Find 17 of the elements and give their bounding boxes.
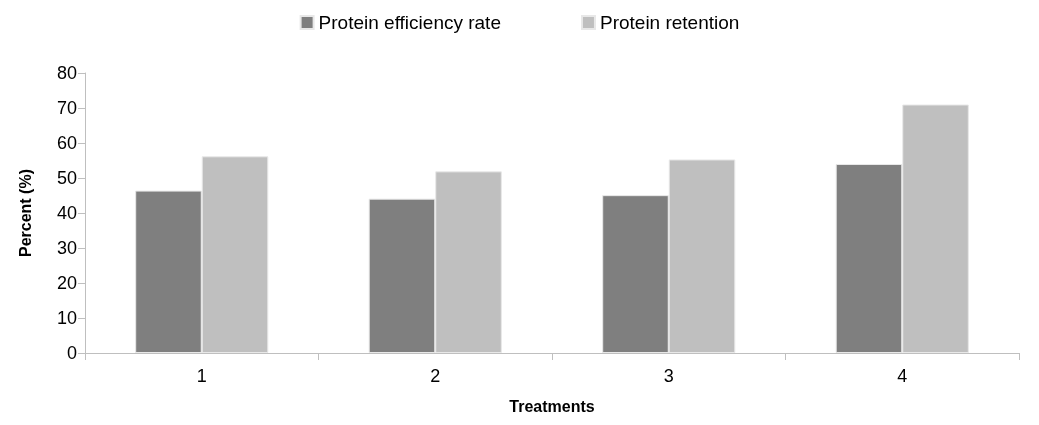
y-tick-label: 40 <box>56 203 77 223</box>
y-tick-label: 0 <box>66 343 77 363</box>
y-tick-label: 50 <box>56 168 77 188</box>
legend-label: Protein efficiency rate <box>318 12 501 33</box>
y-tick-label: 60 <box>56 133 77 153</box>
x-tick-label: 1 <box>196 366 207 386</box>
y-tick-label: 80 <box>56 63 77 83</box>
x-tick-label: 4 <box>897 366 908 386</box>
y-tick-label: 70 <box>56 98 77 118</box>
y-tick-label: 20 <box>56 273 77 293</box>
x-axis-title: Treatments <box>509 397 595 415</box>
y-tick-label: 10 <box>56 308 77 328</box>
x-tick-label: 2 <box>430 366 441 386</box>
y-tick-label: 30 <box>56 238 77 258</box>
legend-label: Protein retention <box>599 12 740 33</box>
y-axis-title: Percent (%) <box>16 168 34 258</box>
x-tick-label: 3 <box>663 366 674 386</box>
